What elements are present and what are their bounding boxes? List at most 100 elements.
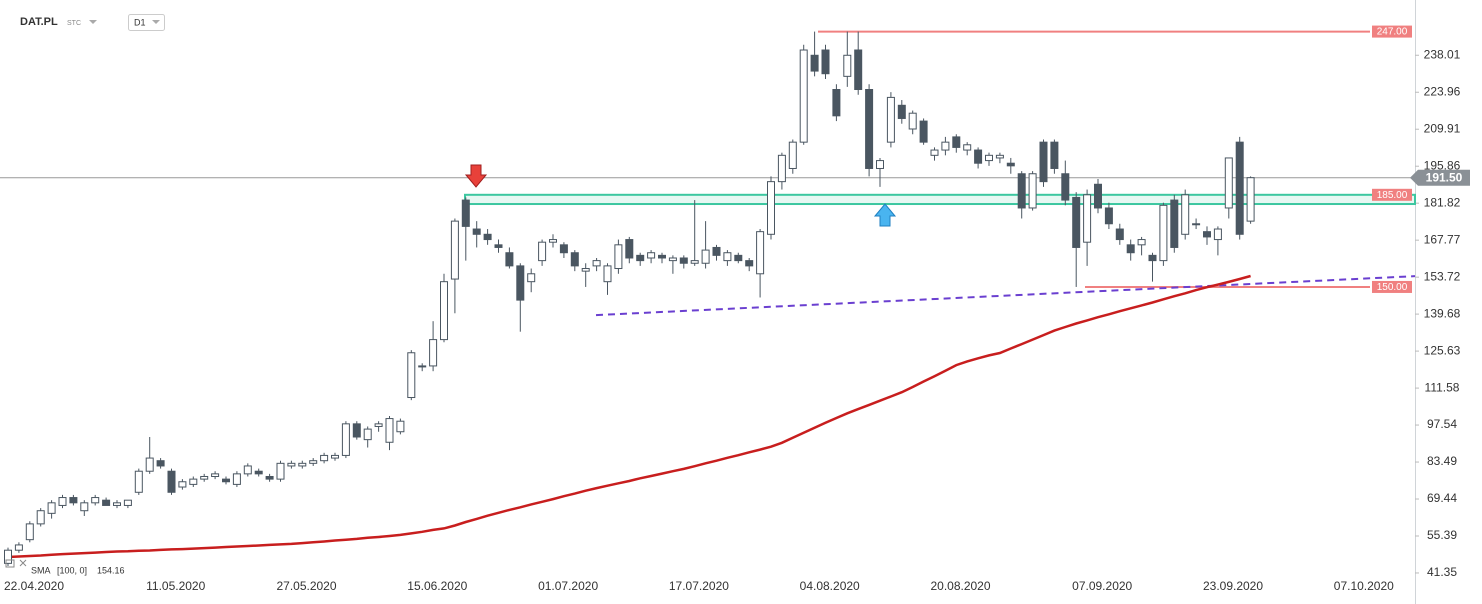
candle-body	[723, 252, 732, 262]
candle-body	[1104, 207, 1113, 225]
candle-body	[843, 54, 852, 77]
last-price-label: 191.50	[1426, 170, 1463, 184]
candle-body	[4, 549, 12, 564]
candle-body	[69, 497, 78, 504]
candle-body	[1192, 223, 1201, 226]
candle-body	[1083, 194, 1092, 243]
y-tick-label: 238.01	[1424, 47, 1461, 61]
candle-body	[1050, 141, 1059, 169]
candle-body	[625, 239, 634, 259]
candle-body	[549, 239, 557, 243]
candle-body	[25, 523, 34, 541]
y-tick-label: 97.54	[1427, 417, 1457, 431]
candle-body	[559, 244, 568, 254]
y-tick-label: 167.77	[1424, 232, 1461, 246]
remove-icon[interactable]	[19, 559, 27, 567]
y-tick-label: 111.58	[1425, 380, 1460, 394]
candle-body	[156, 460, 165, 467]
candle-body	[189, 478, 198, 485]
candle-body	[298, 462, 307, 467]
candle-body	[832, 89, 841, 117]
x-tick-label: 15.06.2020	[407, 579, 467, 593]
y-tick-label: 125.63	[1424, 343, 1461, 357]
candle-body	[734, 254, 743, 262]
candle-body	[1072, 196, 1081, 248]
candle-body	[134, 470, 143, 493]
candle-body	[538, 241, 547, 262]
candle-body	[876, 160, 884, 169]
support-zone	[464, 193, 1416, 206]
candle-body	[1159, 204, 1168, 262]
candle-body	[1094, 183, 1102, 209]
candle-body	[145, 457, 154, 472]
candle-body	[777, 154, 786, 183]
y-tick-label: 153.72	[1424, 269, 1461, 283]
x-tick-label: 23.09.2020	[1203, 579, 1263, 593]
candle-body	[243, 465, 252, 475]
candle-body	[167, 470, 176, 493]
candle-body	[265, 475, 274, 480]
candle-body	[505, 252, 514, 267]
candle-body	[254, 470, 263, 475]
candle-body	[363, 428, 372, 441]
up-arrow-marker	[873, 203, 897, 227]
candle-body	[1203, 231, 1211, 238]
candle-body	[200, 475, 209, 480]
candle-body	[461, 199, 470, 227]
candle-body	[80, 502, 89, 512]
level-badge	[1372, 280, 1412, 293]
candle-body	[603, 265, 612, 283]
candle-body	[527, 273, 536, 283]
x-tick-label: 04.08.2020	[800, 579, 860, 593]
candle-body	[276, 462, 285, 480]
y-tick-label: 181.82	[1424, 195, 1461, 209]
candle-body	[1181, 194, 1190, 235]
candle-body	[897, 104, 906, 119]
last-price-badge	[1410, 169, 1470, 186]
candle-body	[320, 454, 329, 462]
candle-body	[592, 260, 601, 267]
level-badge	[1372, 25, 1412, 38]
candle-body	[1224, 157, 1233, 209]
candle-body	[1115, 228, 1124, 241]
candle-body	[113, 502, 121, 506]
candle-body	[614, 244, 623, 270]
candle-body	[636, 254, 645, 262]
y-tick-label: 195.86	[1424, 158, 1461, 172]
candle-body	[930, 149, 939, 156]
candle-body	[102, 499, 111, 506]
candle-body	[865, 89, 874, 169]
symbol[interactable]: DAT.PL	[20, 16, 58, 28]
indicator-icon[interactable]	[5, 559, 15, 568]
candle-body	[799, 49, 808, 143]
indicator-name: SMA	[31, 565, 51, 575]
x-tick-label: 17.07.2020	[669, 579, 729, 593]
candle-body	[472, 228, 481, 235]
candle-body	[407, 352, 416, 399]
candle-body	[385, 418, 394, 443]
candle-body	[483, 233, 492, 241]
candle-body	[1006, 162, 1015, 167]
candle-body	[1235, 141, 1244, 235]
dropdown-arrow	[152, 20, 160, 24]
candle-body	[91, 497, 100, 504]
candle-body	[941, 141, 950, 151]
dropdown-arrow[interactable]	[89, 20, 97, 24]
candle-body	[679, 257, 688, 264]
interval: D1	[134, 17, 146, 27]
candle-body	[821, 49, 830, 75]
candle-body	[810, 54, 819, 72]
candle-body	[658, 254, 666, 259]
y-tick-label: 41.35	[1427, 565, 1457, 579]
level-label: 150.00	[1377, 282, 1408, 293]
interval-select[interactable]	[128, 14, 165, 31]
y-tick-label: 55.39	[1427, 528, 1457, 542]
candle-body	[1170, 199, 1179, 248]
x-tick-label: 07.09.2020	[1072, 579, 1132, 593]
candle-body	[331, 454, 339, 459]
level-badge	[1372, 188, 1412, 201]
candle-body	[995, 154, 1004, 159]
candle-body	[36, 510, 45, 525]
y-tick-label: 209.91	[1424, 121, 1461, 135]
